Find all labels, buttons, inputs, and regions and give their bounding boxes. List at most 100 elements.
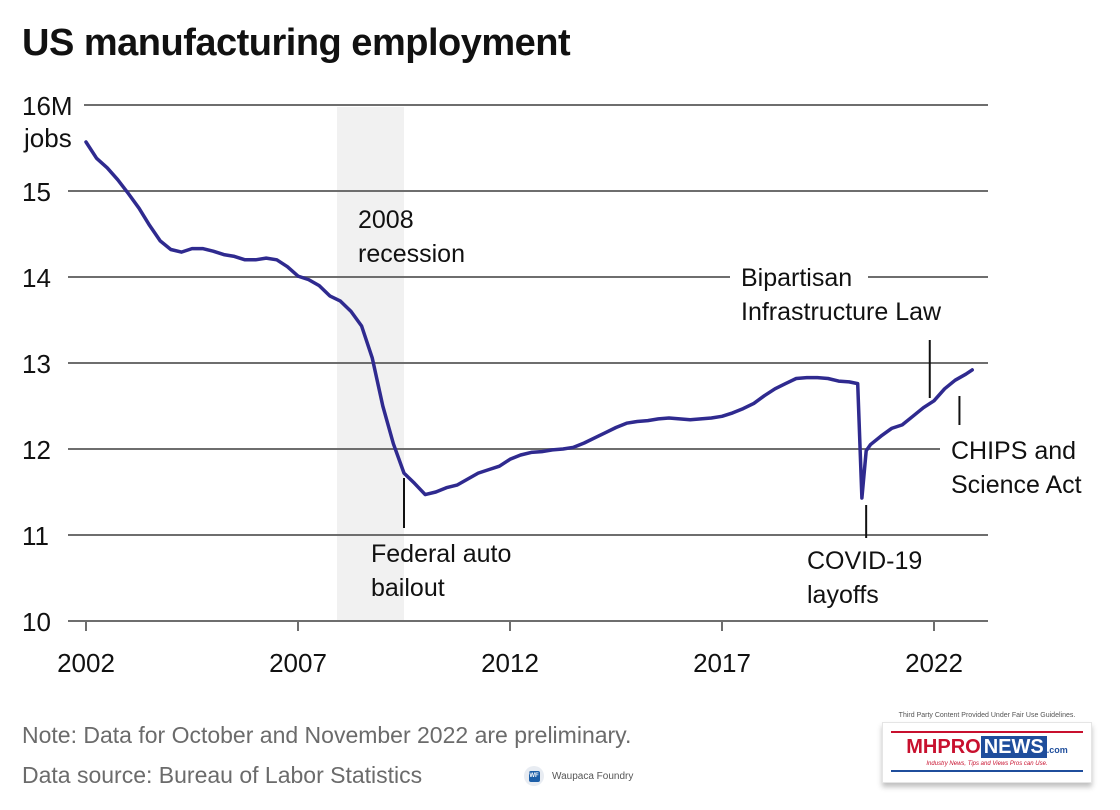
data-point (434, 490, 437, 494)
y-tick-label: 14 (22, 263, 51, 293)
watermark-red-rule (891, 731, 1083, 733)
data-point (583, 441, 586, 445)
annotation-label: layoffs (807, 581, 879, 609)
y-unit-label: jobs (23, 123, 72, 153)
chart-title: US manufacturing employment (22, 22, 571, 64)
data-point (106, 166, 109, 169)
waupaca-logo-icon: WF (524, 766, 544, 786)
data-point (371, 356, 374, 359)
data-point (424, 493, 427, 496)
data-source: Data source: Bureau of Labor Statistics (22, 762, 423, 788)
data-point (731, 411, 734, 415)
data-point (402, 471, 406, 475)
y-tick-label: 15 (22, 177, 51, 207)
data-point (349, 310, 353, 313)
data-point (752, 402, 755, 405)
x-tick-label: 2007 (269, 648, 327, 678)
annotation-label: Infrastructure Law (741, 298, 942, 326)
data-point (190, 247, 194, 250)
annotation-label: CHIPS and (951, 437, 1076, 465)
data-point (869, 443, 872, 446)
data-point (551, 448, 554, 452)
data-point (816, 376, 819, 379)
data-point (296, 274, 300, 278)
data-point (720, 415, 724, 418)
data-point (865, 449, 868, 452)
data-point (445, 486, 448, 489)
y-tick-label: 11 (22, 521, 49, 551)
data-point (487, 468, 490, 471)
data-point (498, 465, 501, 468)
data-point (901, 423, 904, 427)
data-point (212, 250, 215, 253)
x-tick-label: 2012 (481, 648, 539, 678)
data-point (508, 458, 512, 461)
data-point (137, 207, 141, 210)
data-point (466, 477, 469, 481)
data-point (848, 380, 851, 384)
data-point (699, 417, 702, 421)
data-point (127, 192, 130, 195)
credit-label: Waupaca Foundry (552, 770, 634, 782)
y-tick-label: 13 (22, 349, 51, 379)
data-point (540, 450, 543, 453)
data-point (561, 447, 565, 451)
data-point (169, 248, 172, 251)
data-point (180, 250, 183, 254)
data-point (201, 247, 204, 250)
data-point (593, 436, 596, 439)
data-point (667, 416, 671, 420)
data-point (265, 256, 268, 260)
data-point (413, 482, 416, 485)
data-point (890, 427, 893, 430)
data-point (530, 451, 533, 454)
data-point (455, 483, 459, 487)
data-point (254, 258, 257, 261)
data-point (519, 453, 522, 457)
data-point (95, 157, 98, 160)
data-point (763, 394, 766, 397)
data-point (742, 407, 745, 410)
data-point (328, 294, 331, 298)
annotation-label: bailout (371, 574, 445, 602)
y-tick-label: 10 (22, 607, 51, 637)
data-point (116, 178, 120, 181)
watermark-note: Third Party Content Provided Under Fair … (898, 712, 1076, 719)
data-point (795, 377, 798, 380)
data-point (604, 431, 607, 434)
data-point (233, 255, 236, 258)
data-point (784, 382, 787, 385)
y-tick-label: 16M (22, 91, 73, 121)
data-point (148, 224, 151, 227)
data-point (84, 140, 88, 144)
x-tick-label: 2002 (57, 648, 115, 678)
credit: WF Waupaca Foundry (524, 766, 633, 786)
data-point (860, 496, 864, 500)
data-point (964, 373, 967, 376)
data-point (646, 419, 649, 422)
data-point (625, 422, 628, 425)
watermark-blue-rule (891, 770, 1083, 772)
data-point (614, 426, 618, 429)
recession-label: 2008 (358, 206, 414, 234)
data-point (159, 239, 162, 243)
x-tick-label: 2022 (905, 648, 963, 678)
data-point (360, 324, 363, 328)
data-point (243, 258, 247, 261)
annotation-label-background (940, 440, 1100, 496)
data-point (932, 399, 936, 402)
recession-label: recession (358, 240, 465, 268)
annotation-label: Science Act (951, 471, 1082, 499)
data-point (689, 418, 692, 421)
data-point (971, 368, 974, 372)
data-point (381, 404, 384, 408)
annotation-label: Bipartisan (741, 264, 852, 292)
data-point (773, 387, 777, 390)
watermark-tagline: Industry News, Tips and Views Pros can U… (926, 761, 1048, 767)
y-tick-label: 12 (22, 435, 51, 465)
data-point (678, 417, 681, 421)
data-point (286, 265, 289, 268)
data-point (710, 416, 713, 420)
data-point (657, 417, 660, 421)
data-point (636, 420, 639, 423)
